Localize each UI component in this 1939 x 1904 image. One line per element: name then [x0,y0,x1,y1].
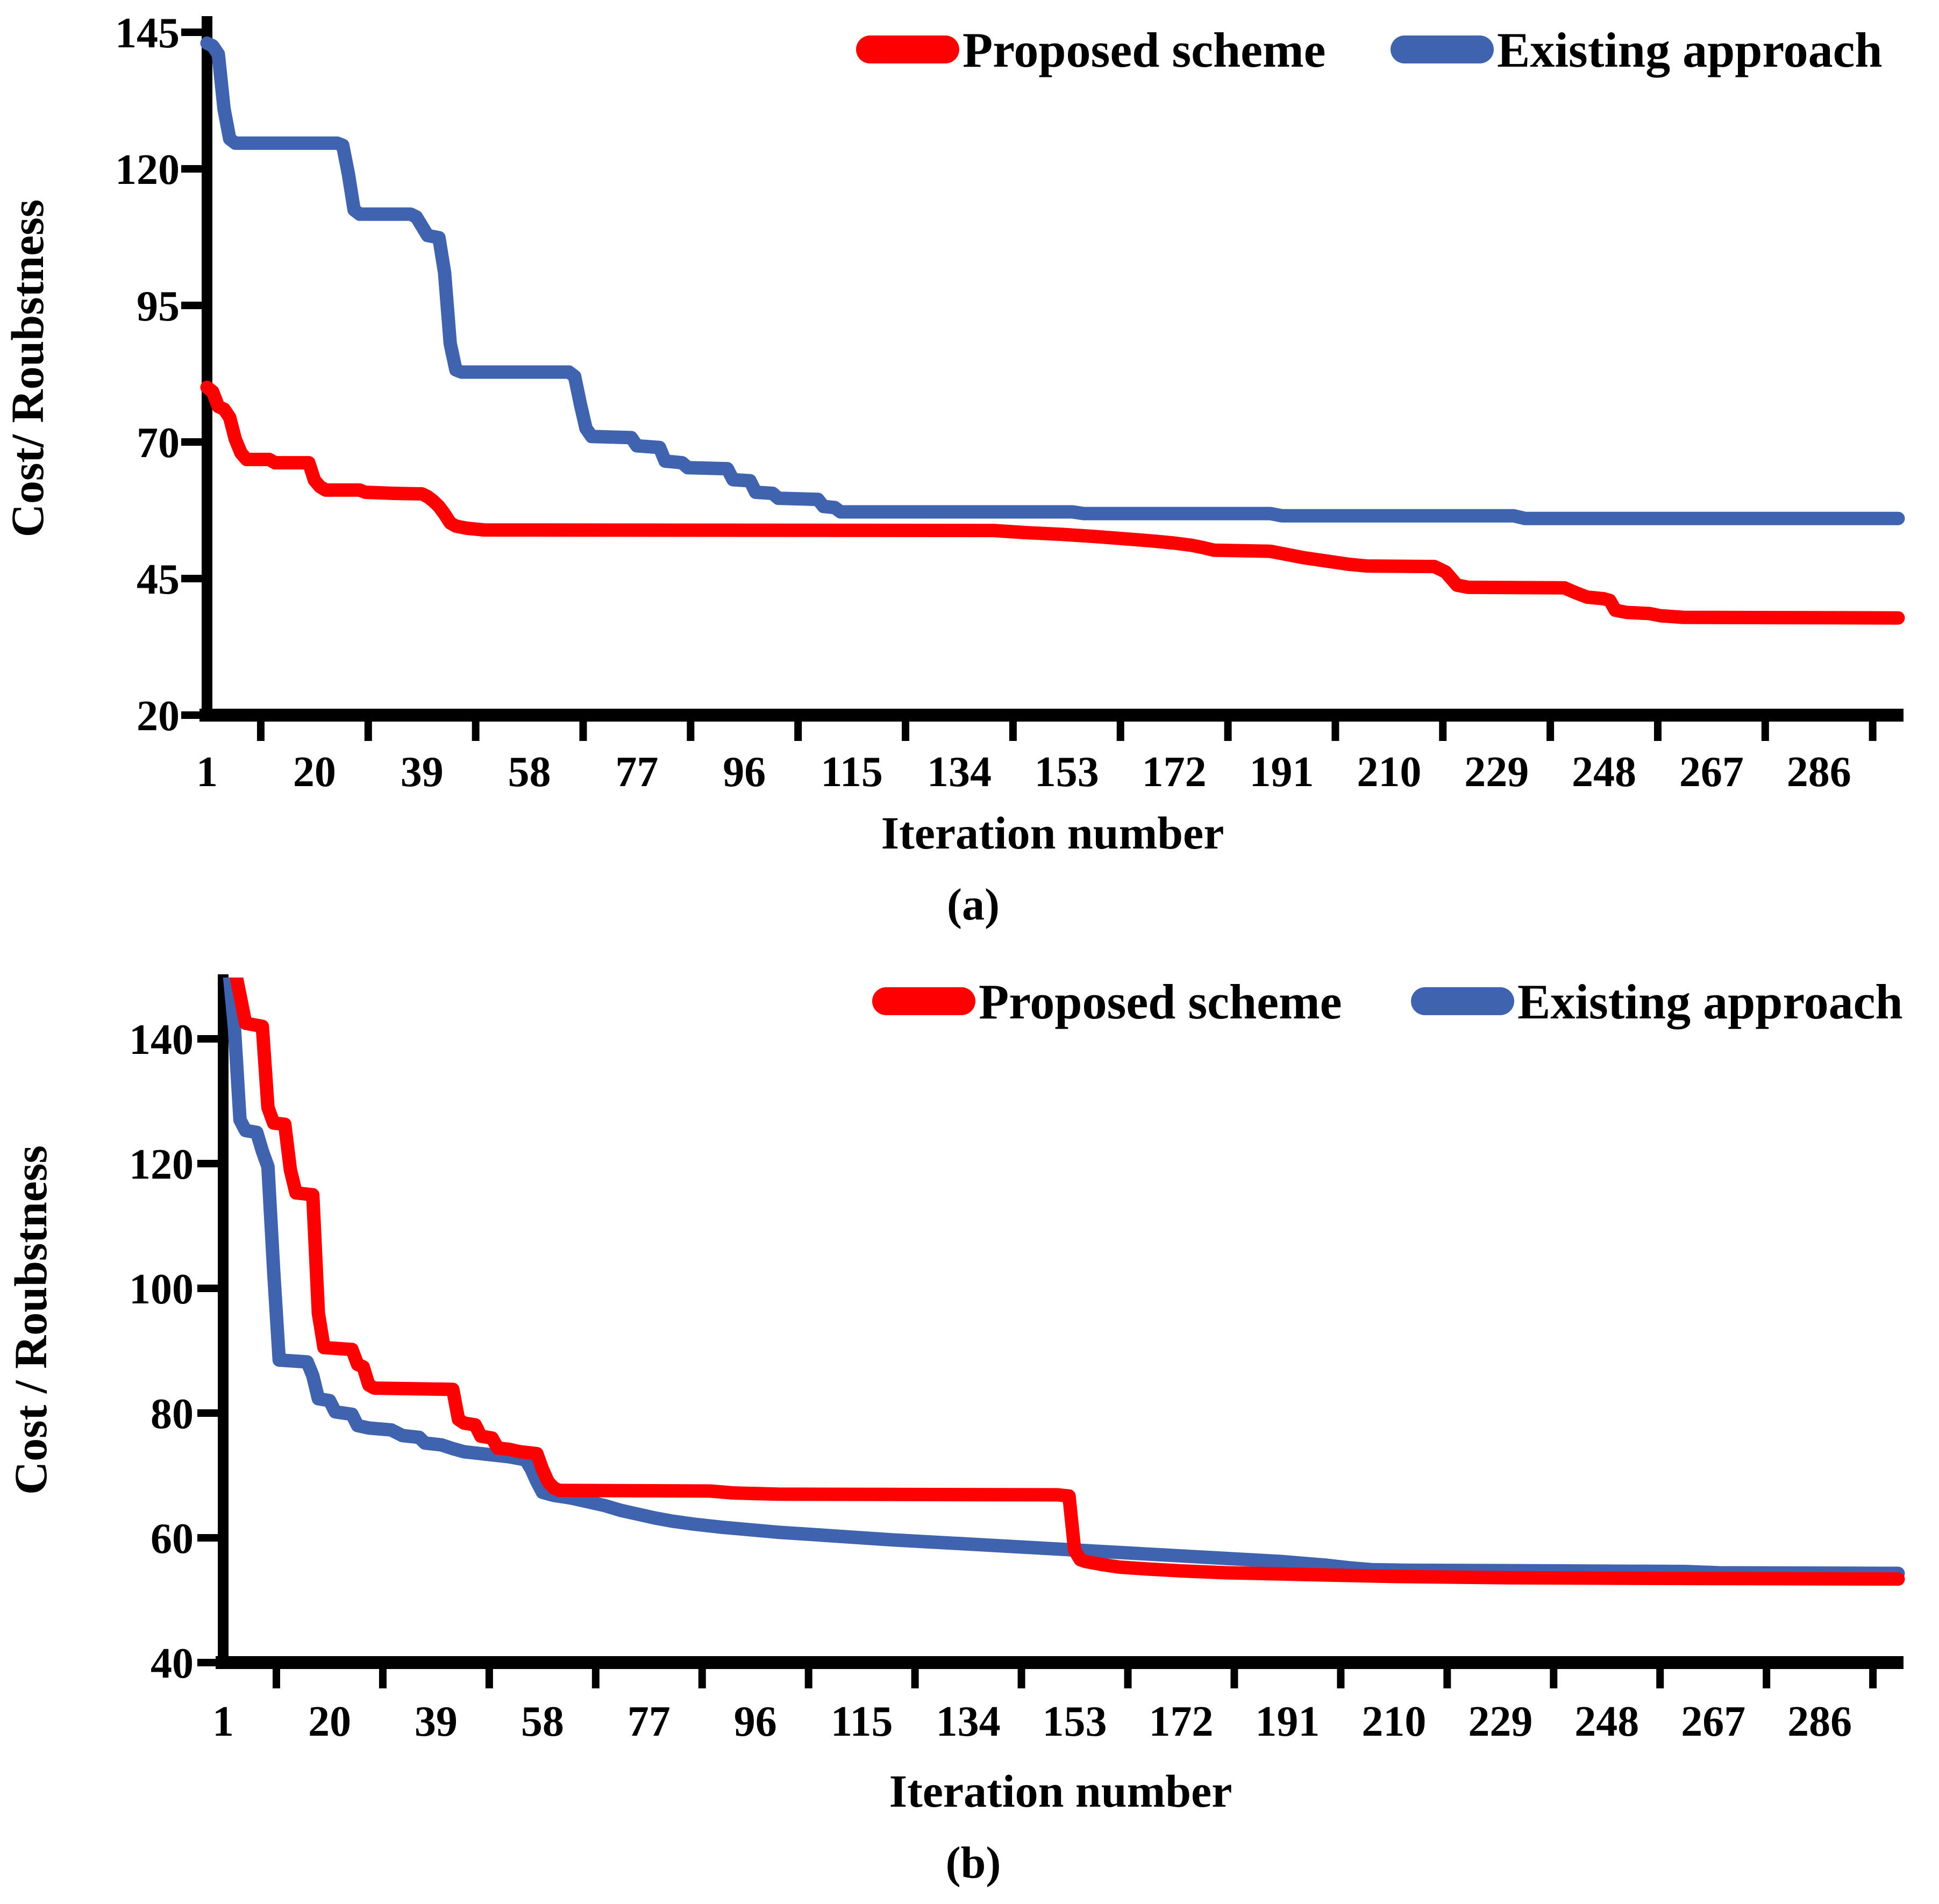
y-axis-title: Cost/ Roubstness [2,199,53,537]
y-tick-label: 95 [137,283,180,330]
x-tick-label: 58 [521,1698,564,1745]
legend-a: Proposed scheme Existing approach [856,23,1883,77]
y-tick-label: 45 [137,556,180,603]
x-tick-label: 248 [1574,1698,1639,1745]
series-line-proposed-scheme [200,380,1905,625]
x-tick-label: 229 [1464,748,1529,796]
series-line-existing-approach [200,36,1905,525]
y-axis-title: Cost / Roubstness [5,1145,56,1495]
y-tick-label: 120 [129,1141,194,1188]
x-tick-label: 229 [1468,1698,1532,1745]
x-tick-label: 39 [415,1698,458,1745]
x-tick-label: 172 [1142,748,1207,796]
y-tick-label: 70 [137,419,180,467]
x-axis-title: Iteration number [881,807,1224,859]
x-tick-label: 267 [1681,1698,1745,1745]
y-tick-label: 80 [151,1390,194,1438]
x-tick-label: 210 [1357,748,1421,796]
x-tick-label: 210 [1361,1698,1426,1745]
x-axis-title: Iteration number [889,1765,1232,1817]
x-tick-label: 191 [1255,1698,1320,1745]
legend-b: Proposed scheme Existing approach [872,974,1903,1029]
x-tick-label: 1 [196,748,218,796]
x-tick-label: 115 [821,748,883,796]
x-tick-label: 286 [1787,748,1851,796]
x-tick-label: 267 [1679,748,1744,796]
y-tick-label: 100 [129,1266,194,1313]
y-tick-label: 120 [115,146,180,194]
x-tick-label: 20 [293,748,336,796]
x-tick-label: 77 [628,1698,671,1745]
legend-label-existing-approach: Existing approach [1517,974,1903,1029]
x-tick-label: 1 [212,1698,234,1745]
x-tick-label: 286 [1787,1698,1852,1745]
x-tick-label: 77 [615,748,658,796]
x-tick-label: 172 [1149,1698,1213,1745]
x-tick-label: 115 [831,1698,893,1745]
x-tick-label: 248 [1572,748,1636,796]
panel-caption: (b) [946,1838,1001,1888]
x-tick-label: 96 [734,1698,777,1745]
series-line-proposed-scheme [229,978,1905,1586]
y-tick-label: 20 [137,693,180,740]
y-tick-label: 145 [115,10,180,57]
x-tick-label: 20 [308,1698,351,1745]
x-tick-label: 153 [1035,748,1099,796]
x-tick-label: 134 [927,748,992,796]
y-tick-label: 60 [151,1515,194,1563]
x-tick-label: 191 [1249,748,1314,796]
legend-label-proposed-scheme: Proposed scheme [963,23,1325,77]
x-tick-label: 39 [401,748,444,796]
legend-label-proposed-scheme: Proposed scheme [979,974,1342,1029]
y-tick-label: 140 [129,1016,194,1064]
y-tick-label: 40 [151,1640,194,1687]
legend-label-existing-approach: Existing approach [1497,23,1883,77]
panel-caption: (a) [947,880,1000,930]
x-tick-label: 58 [508,748,551,796]
x-tick-label: 153 [1043,1698,1107,1745]
x-tick-label: 134 [936,1698,1001,1745]
series-line-existing-approach [223,978,1905,1580]
x-tick-label: 96 [723,748,766,796]
